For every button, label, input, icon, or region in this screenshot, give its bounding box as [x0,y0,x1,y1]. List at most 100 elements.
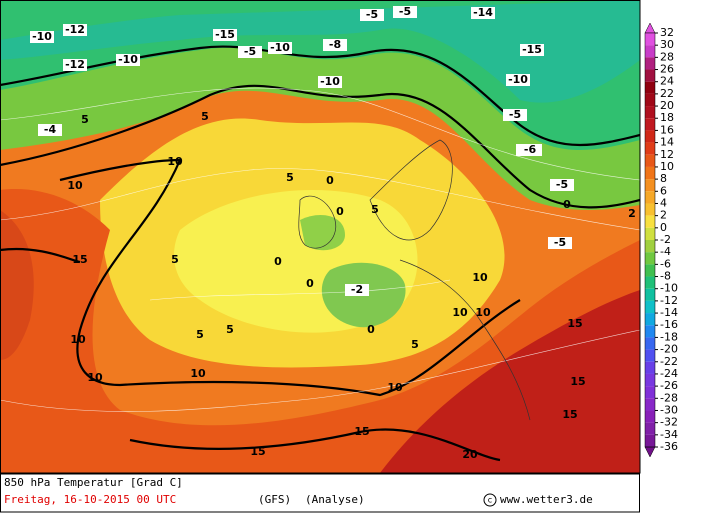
contour-label: -5 [554,236,566,249]
contour-label: 10 [67,179,83,192]
contour-label: 15 [354,425,369,438]
legend-tick-label: 8 [660,172,667,185]
legend-swatch [645,289,655,301]
contour-label: -8 [329,38,341,51]
legend-swatch [645,45,655,57]
legend-tick-label: 30 [660,38,674,51]
contour-label: 15 [567,317,582,330]
legend-tick-label: -2 [660,233,671,246]
legend-tick-label: -24 [660,367,678,380]
contour-label: 15 [562,408,577,421]
contour-label: 0 [367,323,375,336]
legend-swatch [645,386,655,398]
contour-label: 5 [371,203,379,216]
legend-swatch [645,216,655,228]
legend-tick-label: 28 [660,50,674,63]
legend-arrow-bottom [645,447,655,457]
contour-label: 15 [72,253,87,266]
credit: www.wetter3.de [500,493,593,506]
contour-label: -12 [65,23,85,36]
contour-label: -10 [270,41,290,54]
contour-label: 0 [326,174,334,187]
legend-tick-label: -22 [660,355,678,368]
contour-label: 10 [475,306,491,319]
map-title: 850 hPa Temperatur [Grad C] [4,476,183,489]
run-type: (Analyse) [305,493,365,506]
legend-swatch [645,362,655,374]
contour-label: 0 [336,205,344,218]
legend-tick-label: -10 [660,282,678,295]
legend-tick-label: -26 [660,379,678,392]
contour-label: 5 [171,253,179,266]
contour-label: 5 [196,328,204,341]
legend-swatch [645,277,655,289]
contour-label: -15 [215,28,235,41]
contour-label: -12 [65,58,85,71]
legend-tick-label: 26 [660,63,674,76]
contour-label: 10 [87,371,103,384]
contour-label: 10 [472,271,488,284]
legend-swatch [645,130,655,142]
contour-label: -10 [508,73,528,86]
legend-swatch [645,301,655,313]
copyright-c: c [488,496,492,505]
contour-label: 15 [570,375,585,388]
legend-swatch [645,228,655,240]
legend-tick-label: 6 [660,184,667,197]
legend-tick-label: 2 [660,209,667,222]
legend-swatch [645,118,655,130]
legend-swatch [645,167,655,179]
legend-tick-label: -12 [660,294,678,307]
legend-swatch [645,325,655,337]
contour-label: 5 [201,110,209,123]
legend-swatch [645,240,655,252]
legend-swatch [645,337,655,349]
contour-label: -5 [509,108,521,121]
contour-label: -4 [44,123,57,136]
legend-swatch [645,252,655,264]
legend-tick-label: 22 [660,87,674,100]
legend-tick-label: 4 [660,196,667,209]
contour-label: 20 [462,448,478,461]
legend-swatch [645,191,655,203]
contour-label: 5 [81,113,89,126]
legend-tick-label: -34 [660,428,678,441]
contour-label: 15 [250,445,265,458]
valid-date: Freitag, 16-10-2015 00 UTC [4,493,176,506]
legend-swatch [645,350,655,362]
contour-label: -10 [118,53,138,66]
legend-swatch [645,435,655,447]
contour-label: -5 [244,45,256,58]
contour-label: 2 [628,207,636,220]
legend-tick-label: 20 [660,99,674,112]
contour-label: 10 [387,381,403,394]
legend-tick-label: -6 [660,257,671,270]
contour-label: -6 [524,143,537,156]
legend-tick-label: 0 [660,221,667,234]
contour-label: 0 [306,277,314,290]
legend-tick-label: 32 [660,26,674,39]
legend-tick-label: 18 [660,111,674,124]
contour-label: 0 [563,198,571,211]
contour-label: -15 [522,43,542,56]
contour-label: 10 [70,333,86,346]
legend-swatch [645,70,655,82]
legend-tick-label: 12 [660,148,674,161]
model-name: (GFS) [258,493,291,506]
legend-tick-label: -30 [660,403,678,416]
legend-swatch [645,398,655,410]
contour-label: 5 [226,323,234,336]
map-field [0,0,640,473]
contour-label: 5 [411,338,419,351]
legend-swatch [645,423,655,435]
legend-tick-label: 24 [660,75,674,88]
contour-label: 10 [167,155,183,168]
contour-label: 10 [190,367,206,380]
legend-tick-label: 16 [660,123,674,136]
legend-swatch [645,82,655,94]
legend-tick-label: -14 [660,306,678,319]
legend-swatch [645,374,655,386]
contour-label: 10 [452,306,468,319]
